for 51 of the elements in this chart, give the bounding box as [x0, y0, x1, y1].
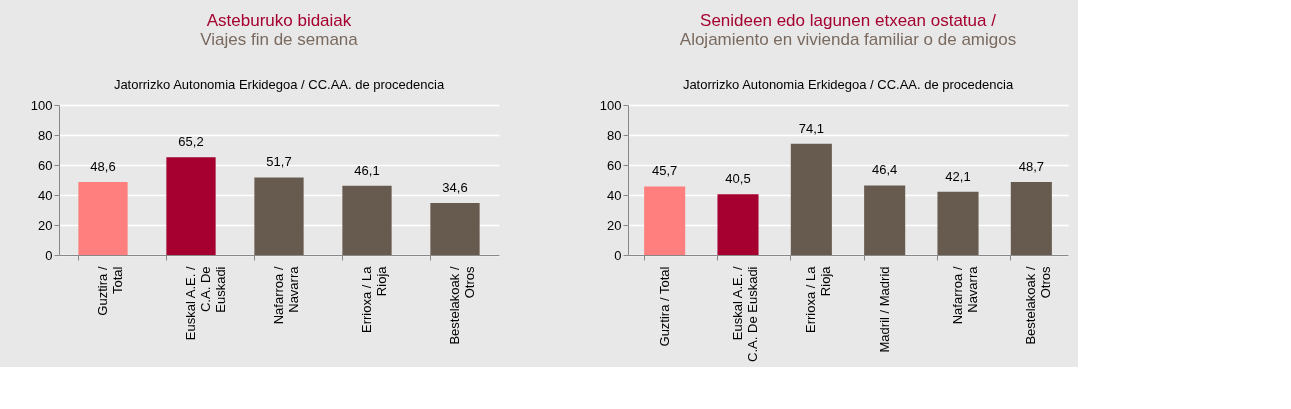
bar [644, 186, 686, 255]
bar [1010, 181, 1052, 255]
x-tick-label: Madril / Madrid [876, 266, 892, 353]
x-tick-label: Guztira / Total [95, 266, 125, 316]
data-label: 45,7 [652, 163, 678, 179]
y-tick-label: 0 [614, 247, 622, 263]
chart-title: Asteburuko bidaiak [206, 11, 352, 30]
data-label: 40,5 [725, 171, 751, 187]
x-tick-label: Nafarroa / Navarra [271, 265, 301, 325]
chart-title: Senideen edo lagunen etxean ostatua / [700, 11, 997, 30]
x-tick-label: Bestelakoak / Otros [447, 266, 477, 345]
y-tick-label: 40 [38, 187, 53, 203]
x-tick-label: Guztira / Total [656, 266, 672, 347]
x-tick-label: Errioxa / La Rioja [803, 265, 834, 333]
y-tick-label: 20 [38, 217, 53, 233]
bar [166, 157, 216, 255]
data-label: 46,1 [354, 162, 380, 178]
y-tick-label: 80 [38, 127, 53, 143]
data-label: 51,7 [266, 154, 292, 170]
x-tick-label: Nafarroa / Navarra [950, 265, 980, 325]
bar [430, 203, 480, 255]
y-tick-label: 60 [38, 157, 53, 173]
data-label: 48,6 [90, 159, 116, 175]
text: Jatorrizko Autonomia Erkidegoa / CC.AA. de procedencia [113, 77, 445, 92]
data-label: 74,1 [798, 120, 824, 136]
y-tick-label: 80 [607, 127, 622, 143]
bar [254, 177, 304, 255]
chart-subtitle: Viajes fin de semana [200, 30, 359, 49]
data-label: 48,7 [1018, 158, 1044, 174]
chart-subtitle: Alojamiento en vivienda familiar o de amigos [679, 30, 1017, 49]
bar [78, 182, 128, 255]
x-tick-label: Euskal A.E. / C.A. De Euskadi [730, 266, 760, 362]
bar [717, 194, 759, 255]
y-tick-label: 100 [30, 97, 53, 113]
data-label: 46,4 [872, 162, 898, 178]
bar [864, 185, 906, 255]
text: Jatorrizko Autonomia Erkidegoa / CC.AA. de procedencia [682, 77, 1014, 92]
y-tick-label: 0 [45, 247, 53, 263]
y-tick-label: 40 [607, 187, 622, 203]
bar [342, 185, 392, 255]
data-label: 65,2 [178, 134, 204, 150]
y-tick-label: 20 [607, 217, 622, 233]
x-tick-label: Errioxa / La Rioja [359, 265, 389, 333]
data-label: 42,1 [945, 168, 971, 184]
x-tick-label: Bestelakoak / Otros [1023, 266, 1054, 345]
x-tick-label: Euskal A.E. / C.A. De Euskadi [183, 266, 228, 341]
bar [790, 143, 832, 255]
bar [937, 191, 979, 255]
data-label: 34,6 [442, 180, 468, 196]
y-tick-label: 60 [607, 157, 622, 173]
y-tick-label: 100 [599, 97, 622, 113]
